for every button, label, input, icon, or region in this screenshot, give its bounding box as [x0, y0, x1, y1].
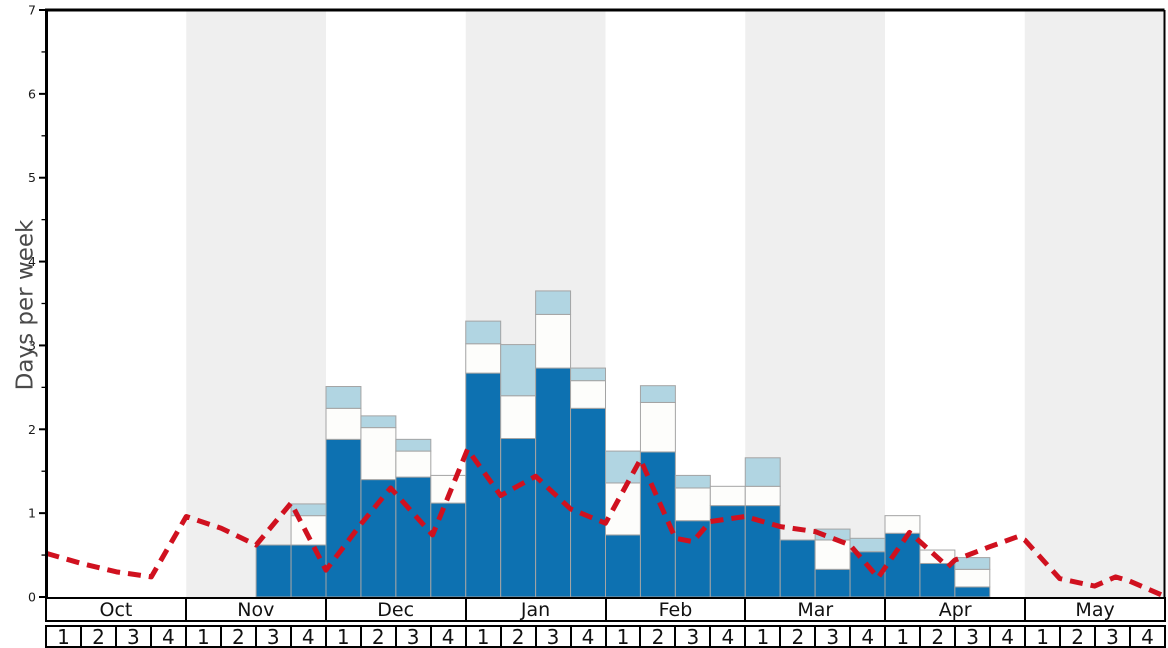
bar-segment-dark-blue-days	[884, 532, 921, 598]
month-label-oct: Oct	[47, 599, 187, 620]
y-tick-label: 0	[28, 590, 36, 605]
bar-segment-white-days	[500, 395, 537, 440]
bar-segment-white-days	[395, 450, 432, 478]
y-tick-label: 7	[28, 3, 36, 18]
month-band-nov	[186, 10, 326, 597]
week-label-nov-1: 1	[187, 627, 222, 646]
bar-segment-light-blue-days	[639, 385, 676, 403]
month-label-apr: Apr	[886, 599, 1027, 620]
bar-segment-dark-blue-days	[325, 438, 362, 598]
bar-segment-light-blue-days	[465, 320, 502, 345]
week-label-jan-4: 4	[572, 627, 607, 646]
bar-segment-white-days	[954, 568, 991, 588]
bar-segment-dark-blue-days	[570, 407, 606, 598]
week-label-may-1: 1	[1026, 627, 1062, 646]
bar-segment-dark-blue-days	[290, 544, 327, 598]
week-label-jan-2: 2	[502, 627, 537, 646]
y-tick-label: 3	[28, 338, 36, 353]
bar-segment-dark-blue-days	[430, 502, 467, 598]
bar-segment-white-days	[744, 485, 781, 507]
month-label-mar: Mar	[746, 599, 887, 620]
week-label-may-2: 2	[1061, 627, 1097, 646]
bar-segment-dark-blue-days	[954, 586, 991, 598]
week-label-feb-3: 3	[676, 627, 712, 646]
week-label-feb-1: 1	[607, 627, 642, 646]
week-label-feb-4: 4	[711, 627, 747, 646]
bar-segment-dark-blue-days	[919, 562, 956, 598]
week-label-mar-1: 1	[746, 627, 782, 646]
bar-segment-dark-blue-days	[360, 479, 397, 598]
bar-segment-white-days	[814, 539, 851, 570]
week-label-mar-3: 3	[816, 627, 852, 646]
month-label-may: May	[1075, 599, 1115, 620]
bar-segment-dark-blue-days	[395, 476, 432, 598]
bar-segment-light-blue-days	[325, 386, 362, 409]
week-label-dec-3: 3	[397, 627, 432, 646]
bar-segment-light-blue-days	[744, 457, 781, 487]
bar-segment-light-blue-days	[535, 290, 572, 315]
month-label-feb: Feb	[607, 599, 747, 620]
week-label-nov-3: 3	[257, 627, 292, 646]
week-label-oct-2: 2	[82, 627, 117, 646]
bar-segment-light-blue-days	[500, 344, 537, 397]
month-axis-row: Oct Nov Dec Jan Feb Mar Apr May	[45, 597, 1166, 622]
month-band-may	[1024, 10, 1165, 597]
week-label-may-4: 4	[1141, 627, 1154, 646]
week-label-oct-3: 3	[117, 627, 152, 646]
y-tick-label: 2	[28, 422, 36, 437]
bar-segment-dark-blue-days	[814, 568, 851, 598]
y-tick-label: 6	[28, 86, 36, 101]
bar-segment-dark-blue-days	[605, 534, 641, 598]
bar-segment-white-days	[360, 427, 397, 481]
y-tick-label: 1	[28, 506, 36, 521]
y-axis-title: Days per week	[12, 219, 39, 391]
y-tick-label: 5	[28, 170, 36, 185]
week-label-jan-1: 1	[467, 627, 502, 646]
bar-segment-light-blue-days	[360, 415, 397, 429]
bar-segment-white-days	[535, 313, 572, 369]
week-label-oct-1: 1	[47, 627, 82, 646]
bar-segment-dark-blue-days	[674, 520, 711, 598]
bar-segment-white-days	[639, 401, 676, 453]
bar-segment-light-blue-days	[674, 474, 711, 489]
month-label-dec: Dec	[327, 599, 467, 620]
trend-dashed-line	[45, 446, 1166, 599]
bar-segment-white-days	[465, 343, 502, 374]
bar-segment-dark-blue-days	[465, 372, 502, 598]
week-label-apr-2: 2	[921, 627, 957, 646]
month-label-nov: Nov	[187, 599, 327, 620]
week-label-mar-2: 2	[781, 627, 817, 646]
bar-segment-white-days	[570, 380, 606, 409]
bar-segment-dark-blue-days	[255, 544, 292, 598]
week-label-may-3: 3	[1096, 627, 1132, 646]
week-label-apr-4: 4	[991, 627, 1027, 646]
week-label-dec-2: 2	[362, 627, 397, 646]
week-label-jan-3: 3	[537, 627, 572, 646]
week-label-dec-4: 4	[432, 627, 467, 646]
bar-segment-white-days	[325, 407, 362, 440]
bar-segment-dark-blue-days	[779, 539, 816, 598]
week-label-apr-1: 1	[886, 627, 922, 646]
week-label-nov-2: 2	[222, 627, 257, 646]
month-label-jan: Jan	[467, 599, 607, 620]
y-tick-label: 4	[28, 254, 36, 269]
week-label-nov-4: 4	[292, 627, 327, 646]
bar-segment-dark-blue-days	[500, 438, 537, 598]
bar-segment-light-blue-days	[570, 367, 606, 382]
week-label-mar-4: 4	[851, 627, 887, 646]
bar-segment-light-blue-days	[954, 557, 991, 570]
week-label-oct-4: 4	[152, 627, 187, 646]
week-label-feb-2: 2	[641, 627, 677, 646]
bar-segment-light-blue-days	[395, 438, 432, 452]
week-label-apr-3: 3	[956, 627, 992, 646]
bar-segment-white-days	[884, 515, 921, 534]
bar-segment-white-days	[674, 487, 711, 522]
bar-segment-white-days	[709, 485, 746, 507]
week-label-dec-1: 1	[327, 627, 362, 646]
